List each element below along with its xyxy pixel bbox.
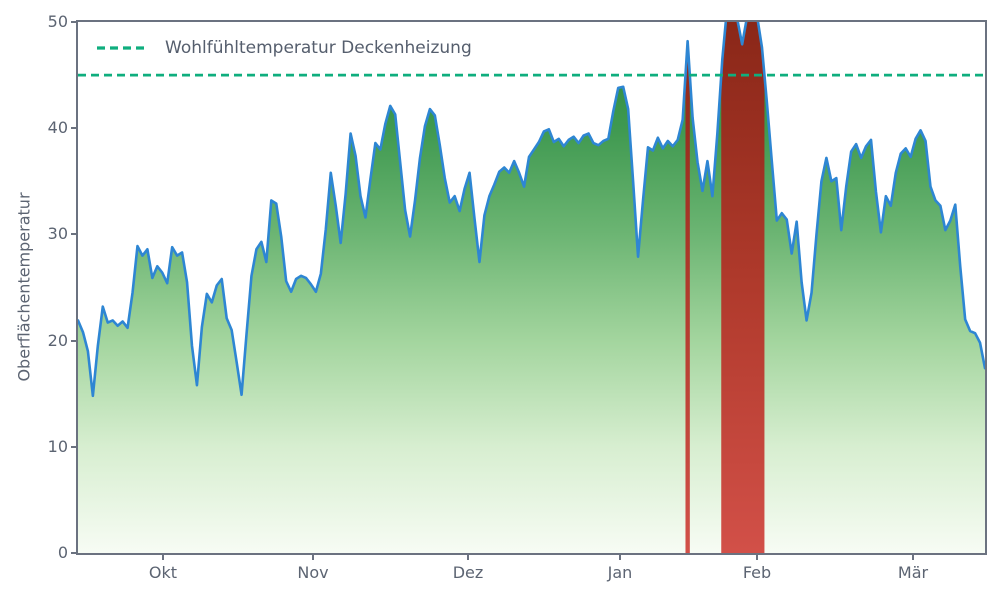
y-tick-label: 40 [47,118,68,137]
x-tick-mark [756,555,758,560]
x-tick-label: Nov [297,563,329,582]
x-tick-label: Dez [452,563,484,582]
y-tick-mark [71,446,76,448]
y-tick-mark [71,21,76,23]
x-tick-mark [312,555,314,560]
x-tick-mark [162,555,164,560]
y-tick-label: 50 [47,12,68,31]
y-tick-mark [71,233,76,235]
plot-area: Wohlfühltemperatur Deckenheizung [76,20,987,555]
temperature-area-chart [78,22,985,553]
x-tick-mark [467,555,469,560]
y-tick-label: 20 [47,331,68,350]
y-tick-label: 0 [57,543,68,562]
x-tick-mark [619,555,621,560]
y-axis-label: Oberflächentemperatur [14,192,34,382]
threshold-exceed-band [721,22,765,553]
temperature-line [78,22,985,398]
x-tick-mark [912,555,914,560]
temperature-area-fill [78,22,985,553]
y-tick-mark [71,340,76,342]
x-tick-label: Mär [897,563,929,582]
x-tick-label: Jan [607,563,633,582]
x-tick-label: Okt [148,563,178,582]
y-tick-label: 30 [47,224,68,243]
threshold-exceed-band [685,22,690,553]
y-tick-mark [71,127,76,129]
y-tick-mark [71,552,76,554]
y-tick-label: 10 [47,437,68,456]
x-tick-label: Feb [742,563,772,582]
